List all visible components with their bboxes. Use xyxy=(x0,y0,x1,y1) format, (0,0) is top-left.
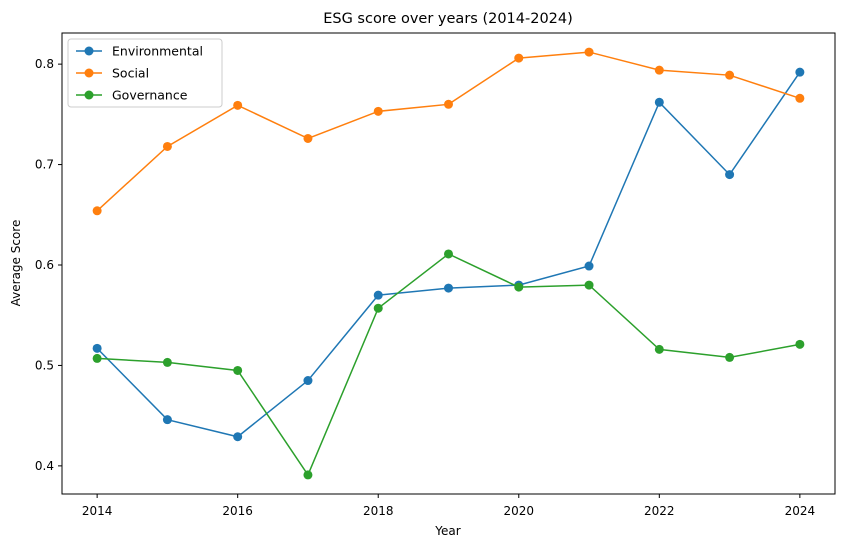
legend-label-governance: Governance xyxy=(112,88,188,103)
data-point-governance xyxy=(444,249,453,259)
legend-marker-environmental xyxy=(84,46,94,56)
legend-marker-governance xyxy=(84,90,94,100)
chart-title: ESG score over years (2014-2024) xyxy=(323,11,573,27)
y-tick-label: 0.4 xyxy=(35,459,54,473)
x-axis-label: Year xyxy=(434,524,460,538)
data-point-environmental xyxy=(795,67,805,77)
data-point-social xyxy=(92,206,102,216)
y-tick-label: 0.5 xyxy=(35,358,54,372)
data-point-environmental xyxy=(444,283,453,293)
data-point-social xyxy=(303,133,313,143)
data-point-environmental xyxy=(373,290,383,300)
y-tick-label: 0.7 xyxy=(35,158,54,172)
data-point-environmental xyxy=(92,343,102,353)
data-point-environmental xyxy=(725,170,735,180)
plot-frame xyxy=(61,32,836,495)
legend-label-social: Social xyxy=(112,66,149,81)
data-point-social xyxy=(654,65,664,75)
x-tick-label: 2014 xyxy=(82,504,113,518)
legend: Environmental Social Governance xyxy=(67,38,223,108)
data-point-environmental xyxy=(584,261,594,271)
data-point-environmental xyxy=(162,415,172,425)
x-tick-label: 2018 xyxy=(363,504,394,518)
data-point-environmental xyxy=(654,97,664,107)
data-point-social xyxy=(514,53,524,63)
data-point-governance xyxy=(303,470,313,480)
data-point-social xyxy=(233,100,243,110)
data-point-governance xyxy=(654,344,664,354)
data-point-governance xyxy=(373,303,383,313)
x-tick-label: 2022 xyxy=(644,504,675,518)
data-point-environmental xyxy=(303,376,313,386)
data-point-social xyxy=(444,99,453,109)
y-tick-label: 0.8 xyxy=(35,57,54,71)
x-tick-label: 2024 xyxy=(785,504,816,518)
data-point-environmental xyxy=(233,432,243,442)
legend-marker-social xyxy=(84,68,94,78)
x-tick-label: 2020 xyxy=(503,504,534,518)
y-axis-label: Average Score xyxy=(9,220,23,307)
data-point-social xyxy=(373,106,383,116)
legend-box xyxy=(67,38,223,108)
data-point-social xyxy=(795,93,805,103)
data-point-governance xyxy=(514,282,524,292)
data-point-governance xyxy=(725,352,735,362)
data-point-social xyxy=(162,141,172,151)
data-point-governance xyxy=(795,339,805,349)
data-point-governance xyxy=(584,280,594,290)
legend-label-environmental: Environmental xyxy=(112,44,203,59)
data-point-governance xyxy=(92,353,102,363)
data-point-governance xyxy=(162,357,172,367)
x-tick-label: 2016 xyxy=(222,504,253,518)
data-point-social xyxy=(584,47,594,57)
data-point-governance xyxy=(233,365,243,375)
y-tick-label: 0.6 xyxy=(35,258,54,272)
data-point-social xyxy=(725,70,735,80)
